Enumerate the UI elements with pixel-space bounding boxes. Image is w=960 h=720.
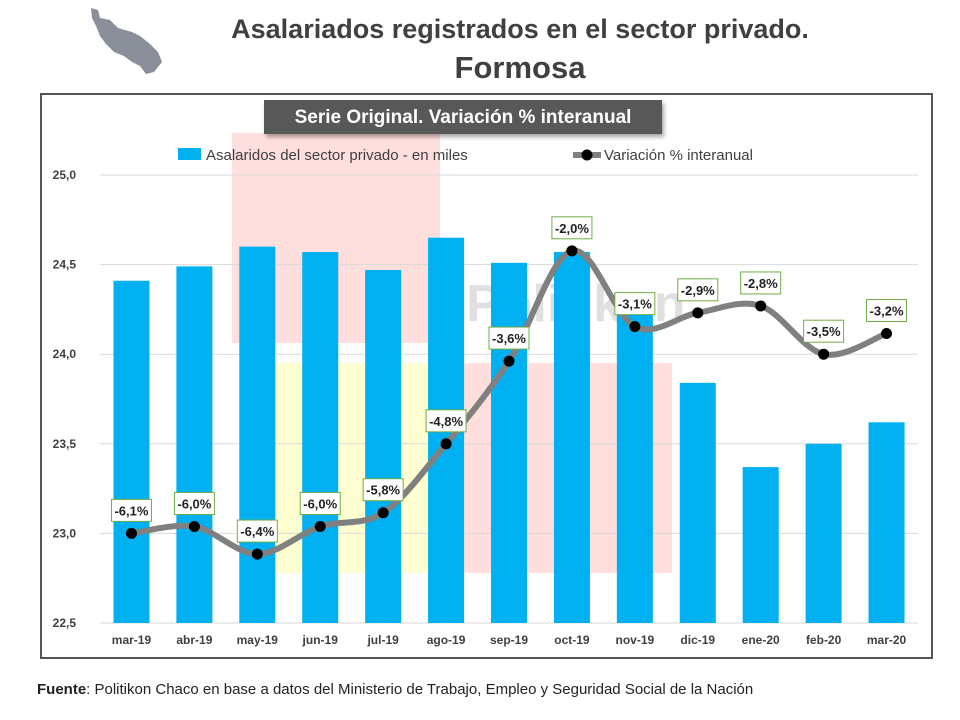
y-tick-label: 24,0 xyxy=(53,347,77,361)
x-tick-label: feb-20 xyxy=(806,633,842,647)
y-tick-label: 23,5 xyxy=(53,437,77,451)
legend-bar-label: Asalaridos del sector privado - en miles xyxy=(206,147,468,164)
legend-bar-swatch xyxy=(178,148,201,160)
x-tick-label: abr-19 xyxy=(176,633,212,647)
y-tick-label: 24,5 xyxy=(53,258,77,272)
x-tick-label: jun-19 xyxy=(302,633,339,647)
legend-marker-swatch xyxy=(581,149,593,161)
legend: Asalaridos del sector privado - en miles… xyxy=(178,147,753,164)
line-markers xyxy=(125,245,893,560)
line-point xyxy=(566,245,578,257)
x-tick-label: nov-19 xyxy=(616,633,655,647)
x-axis-ticks: mar-19 abr-19 may-19 jun-19 jul-19 ago-19 sep-… xyxy=(112,633,907,647)
bar xyxy=(302,252,339,623)
x-tick-label: dic-19 xyxy=(680,633,715,647)
data-label: -3,6% xyxy=(492,331,526,346)
line-point xyxy=(818,348,830,360)
y-tick-label: 25,0 xyxy=(53,168,77,182)
data-label-box xyxy=(677,278,719,302)
data-label: -6,4% xyxy=(240,524,274,539)
data-label-box xyxy=(425,409,467,433)
data-label-box xyxy=(299,492,341,516)
x-tick-label: ene-20 xyxy=(742,633,780,647)
data-label-box xyxy=(614,292,656,316)
line-point xyxy=(314,521,326,533)
data-label: -3,1% xyxy=(618,297,652,312)
line-point xyxy=(755,300,767,312)
bar xyxy=(805,443,842,623)
data-label-box xyxy=(362,478,404,502)
bar xyxy=(113,280,150,623)
line-point xyxy=(629,321,641,333)
data-label: -3,2% xyxy=(870,304,904,319)
bar xyxy=(742,467,779,623)
chart-title-banner: Serie Original. Variación % interanual xyxy=(264,100,662,134)
data-label: -6,0% xyxy=(177,497,211,512)
x-tick-label: mar-19 xyxy=(112,633,152,647)
line-point xyxy=(125,527,137,539)
data-label-box xyxy=(866,299,908,323)
bar xyxy=(553,252,590,623)
page-subtitle: Formosa xyxy=(454,50,586,85)
data-label-box xyxy=(173,492,215,516)
data-label-box xyxy=(803,319,845,343)
data-label: -6,1% xyxy=(114,503,148,518)
line-point xyxy=(503,355,515,367)
data-label: -2,8% xyxy=(744,276,778,291)
x-tick-label: jul-19 xyxy=(366,633,399,647)
line-point xyxy=(377,507,389,519)
data-label: -3,5% xyxy=(807,324,841,339)
x-tick-label: mar-20 xyxy=(867,633,907,647)
page-title: Asalariados registrados en el sector pri… xyxy=(231,14,809,44)
line-point xyxy=(692,307,704,319)
x-tick-label: oct-19 xyxy=(554,633,590,647)
bar xyxy=(616,300,653,623)
x-tick-label: sep-19 xyxy=(490,633,528,647)
source-note: Fuente: Politikon Chaco en base a datos … xyxy=(37,681,753,698)
y-tick-label: 22,5 xyxy=(53,616,77,630)
chart-title: Serie Original. Variación % interanual xyxy=(295,107,632,128)
bar xyxy=(491,262,527,623)
bar xyxy=(239,246,276,623)
data-label: -2,0% xyxy=(555,221,589,236)
line-point xyxy=(188,521,200,533)
source-text: : Politikon Chaco en base a datos del Mi… xyxy=(86,681,754,698)
source-label: Fuente xyxy=(37,681,87,698)
data-label: -2,9% xyxy=(681,283,715,298)
data-label-box xyxy=(551,216,593,240)
x-tick-label: ago-19 xyxy=(427,633,466,647)
y-axis-ticks: 22,5 23,0 23,5 24,0 24,5 25,0 xyxy=(53,168,77,630)
data-labels: -6,1% -6,0% -6,4% -6,0% -5,8% -4,8% -3,6% -2,0%… xyxy=(110,216,908,543)
line-point xyxy=(881,328,893,340)
data-label-box xyxy=(236,519,278,543)
combo-chart: Politikon 22,523,023,524,024,525,0 -6,1%… xyxy=(53,100,918,647)
data-label-box xyxy=(740,271,782,295)
data-label: -6,0% xyxy=(303,497,337,512)
bar xyxy=(679,382,716,623)
formosa-map-icon xyxy=(91,8,162,74)
data-label-box xyxy=(488,326,530,350)
data-label: -4,8% xyxy=(429,414,463,429)
data-label: -5,8% xyxy=(366,483,400,498)
data-label-box xyxy=(110,498,152,522)
bar xyxy=(365,269,402,623)
x-tick-label: may-19 xyxy=(237,633,279,647)
bar xyxy=(176,266,213,623)
legend-line-label: Variación % interanual xyxy=(604,147,753,164)
y-tick-label: 23,0 xyxy=(53,526,77,540)
line-point xyxy=(440,438,452,450)
line-point xyxy=(251,548,263,560)
bar xyxy=(868,422,905,623)
